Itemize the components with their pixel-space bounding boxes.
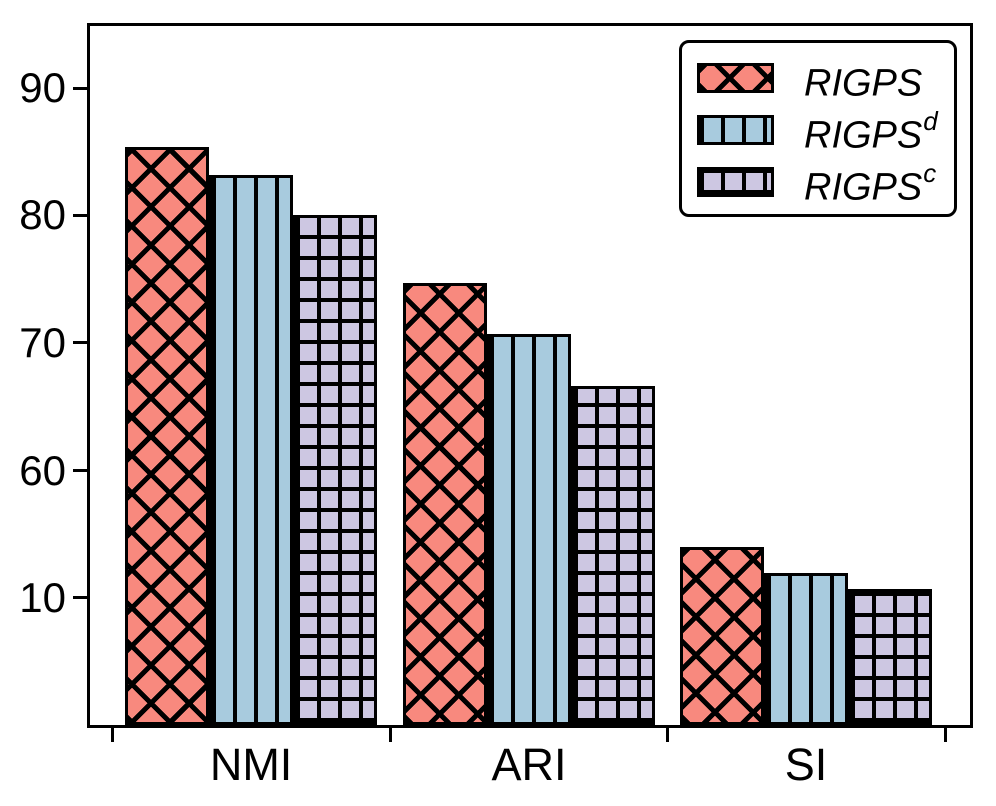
legend-swatch-rigps-d <box>697 115 774 145</box>
legend-label-rigps-d: RIGPSd <box>804 103 938 158</box>
y-tick-label: 90 <box>19 64 66 111</box>
y-tick-mark <box>73 596 87 600</box>
legend: RIGPS RIGPSd RIGPSc <box>679 40 957 217</box>
legend-item-rigps-c: RIGPSc <box>697 158 936 208</box>
legend-item-rigps-d: RIGPSd <box>697 106 938 156</box>
y-tick-mark <box>73 86 87 90</box>
bar-rigps-d-si <box>764 573 849 725</box>
bar-rigps-c-nmi <box>293 215 378 725</box>
y-tick-mark <box>73 341 87 345</box>
legend-label-text: RIGPS <box>804 114 923 157</box>
y-tick-label: 80 <box>19 191 66 239</box>
legend-label-text: RIGPS <box>804 62 923 105</box>
legend-label-text: RIGPS <box>804 166 923 209</box>
y-tick-label: 70 <box>19 318 66 366</box>
bar-rigps-d-nmi <box>209 174 294 725</box>
y-tick-label: 10 <box>19 573 66 621</box>
legend-label-sup: c <box>923 157 937 188</box>
x-tick-mark <box>111 728 115 742</box>
x-tick-mark <box>666 728 670 742</box>
x-tick-mark <box>388 728 392 742</box>
y-tick-label: 60 <box>19 446 66 494</box>
bar-rigps-c-ari <box>571 386 656 725</box>
x-category-label: SI <box>784 739 828 790</box>
legend-label-rigps-c: RIGPSc <box>804 155 937 210</box>
legend-item-rigps: RIGPS <box>697 56 936 104</box>
legend-label-sup: d <box>923 105 938 136</box>
x-category-label: NMI <box>209 739 293 790</box>
bar-rigps-d-ari <box>487 334 572 725</box>
bar-rigps-c-si <box>848 589 933 725</box>
x-tick-mark <box>943 728 947 742</box>
legend-swatch-rigps <box>697 63 774 93</box>
legend-label-rigps: RIGPS <box>804 51 922 106</box>
y-tick-mark <box>73 469 87 473</box>
bar-rigps-nmi <box>125 146 210 725</box>
bar-rigps-si <box>680 547 765 725</box>
bar-rigps-ari <box>403 283 488 725</box>
legend-swatch-rigps-c <box>697 167 774 197</box>
x-category-label: ARI <box>491 739 567 790</box>
y-tick-mark <box>73 213 87 217</box>
